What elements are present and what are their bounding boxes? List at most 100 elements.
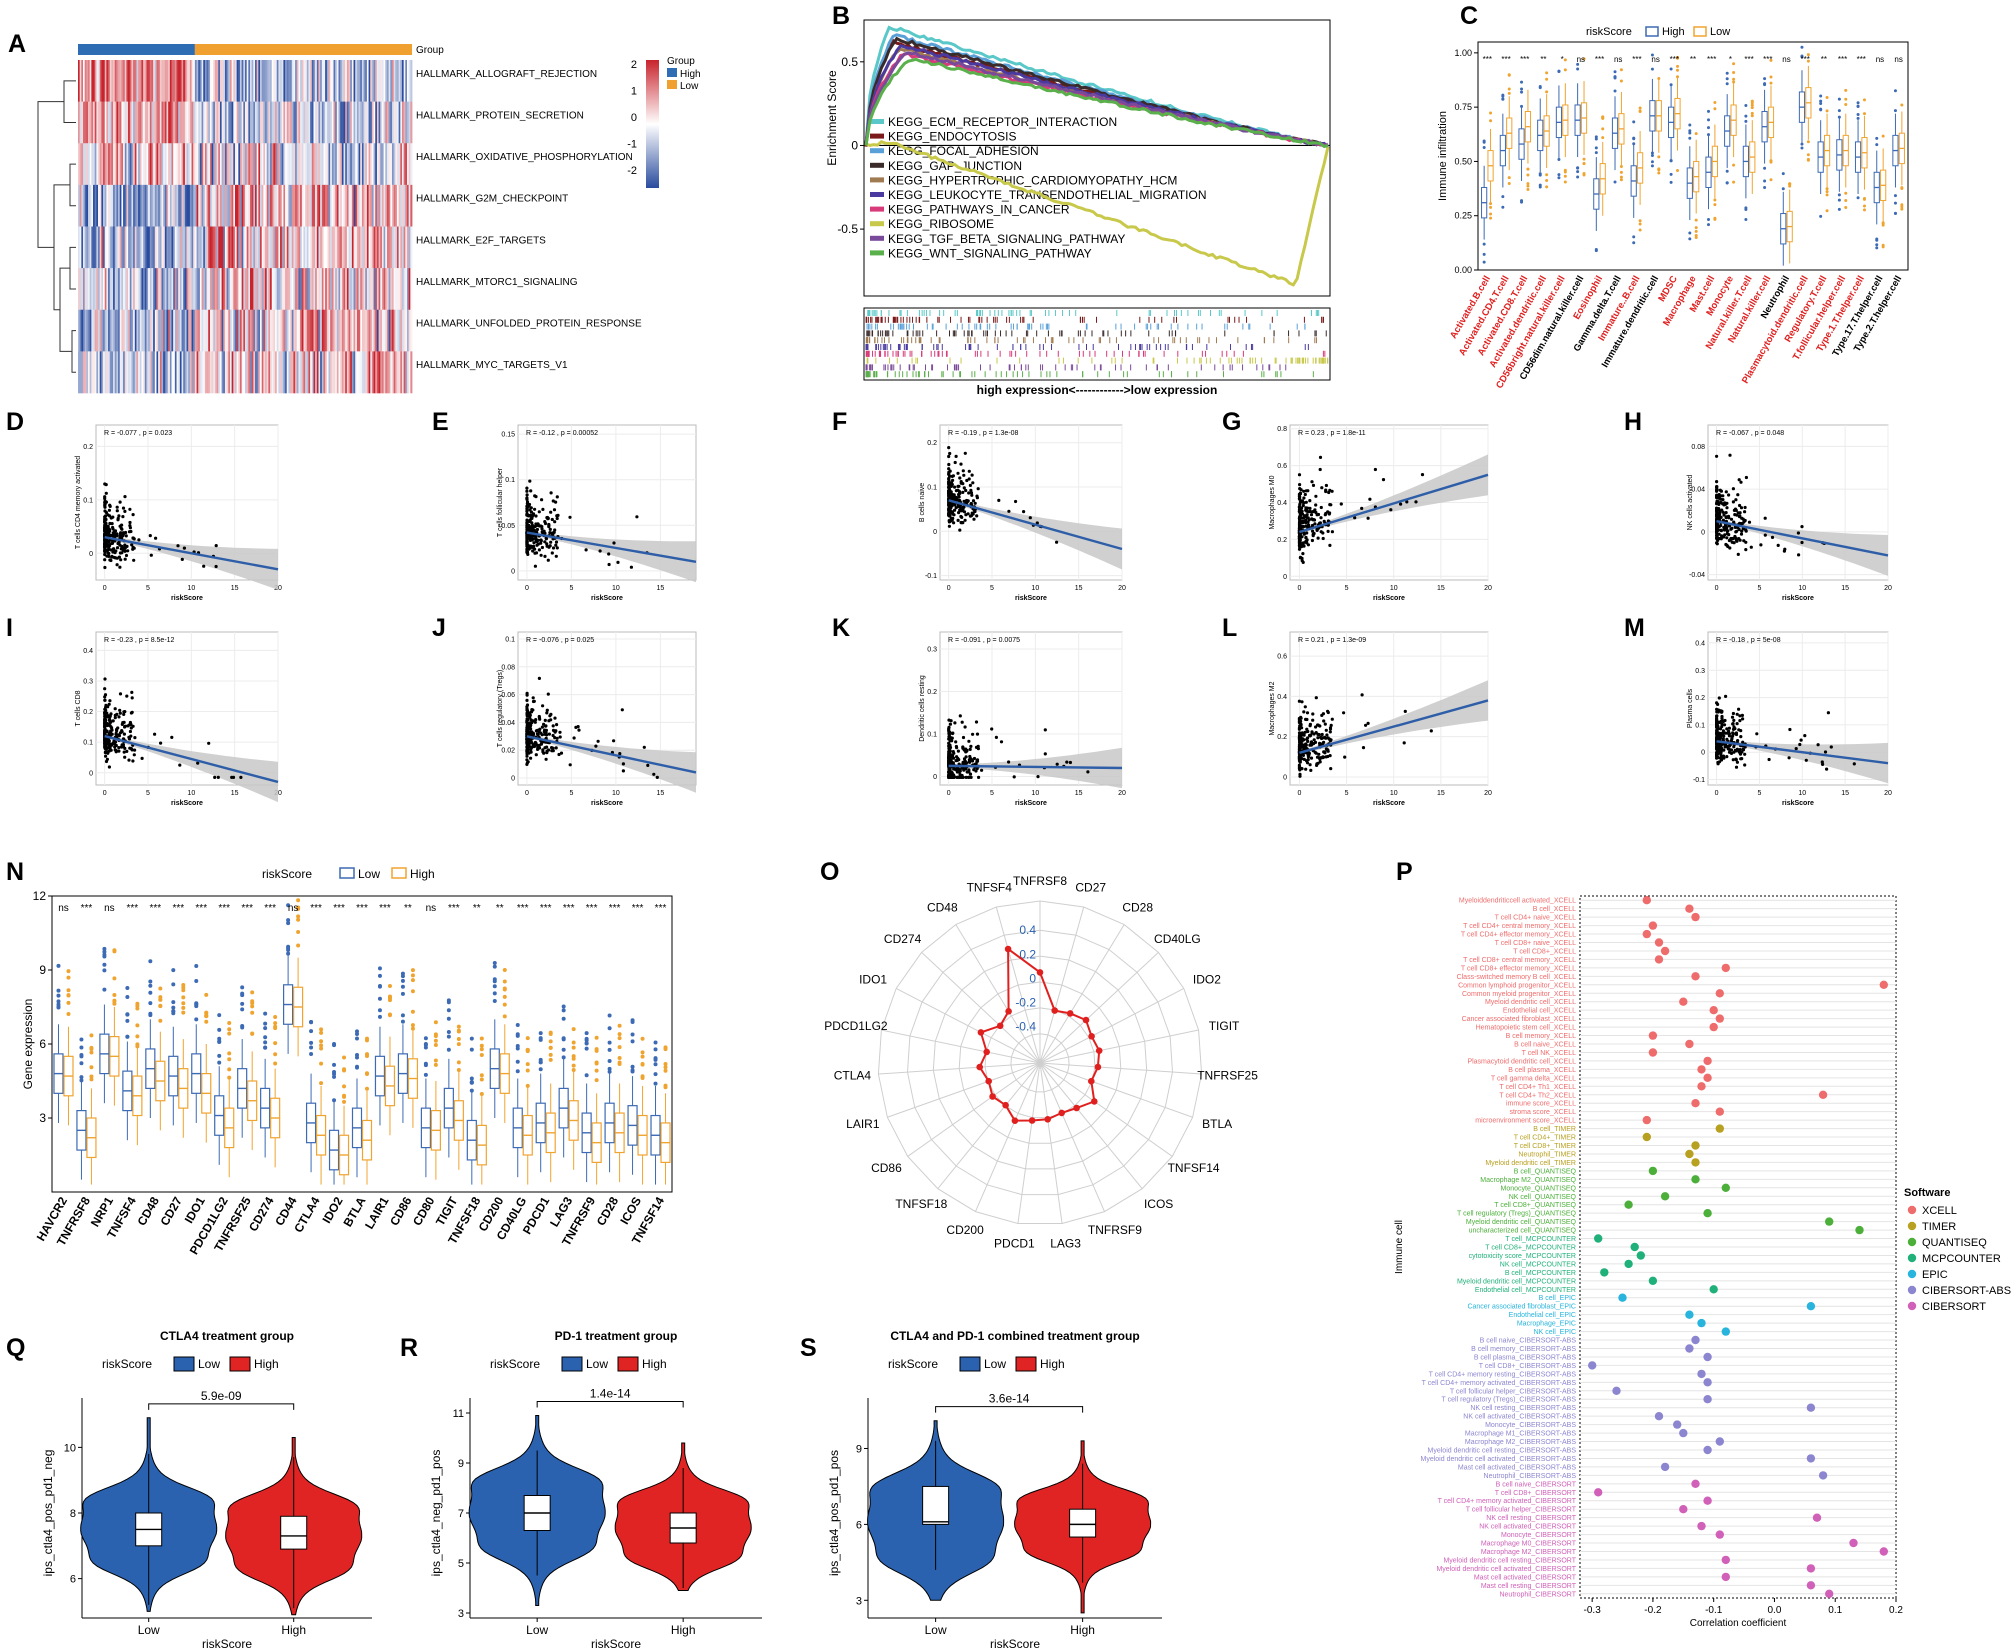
heat-cell — [386, 60, 390, 102]
heat-cell — [373, 101, 376, 144]
heat-cell — [311, 309, 314, 352]
heat-cell — [149, 60, 152, 102]
scatter-point — [1749, 545, 1753, 549]
heat-cell — [323, 101, 326, 144]
scatter-point — [545, 711, 549, 715]
heat-cell — [163, 101, 166, 144]
confidence-band — [526, 530, 696, 583]
heat-cell — [214, 143, 218, 186]
heat-cell — [380, 60, 383, 102]
heat-cell — [353, 309, 356, 352]
scatter-point — [550, 551, 554, 555]
heat-cell — [346, 60, 349, 102]
y-tick-label: 0.2 — [83, 444, 93, 451]
heat-cell — [266, 268, 269, 311]
heat-cell — [321, 60, 324, 102]
scatter-point — [596, 739, 600, 743]
scatter-point — [950, 474, 954, 478]
heat-cell — [136, 309, 139, 352]
heat-cell — [338, 309, 341, 352]
heat-cell — [341, 143, 344, 186]
heat-cell — [336, 268, 339, 311]
scatter-point — [104, 483, 108, 487]
heat-cell — [261, 309, 264, 352]
heat-cell — [231, 268, 234, 311]
heat-cell — [303, 351, 306, 394]
heat-cell — [176, 309, 179, 352]
heat-cell — [103, 309, 106, 352]
heat-cell — [139, 226, 142, 269]
heat-cell — [81, 60, 84, 102]
heat-cell — [256, 268, 259, 311]
heat-cell — [186, 309, 189, 352]
heat-cell — [340, 60, 343, 102]
heat-cell — [238, 184, 241, 227]
heat-cell — [391, 268, 395, 311]
heat-row-label: HALLMARK_PROTEIN_SECRETION — [416, 110, 584, 121]
heat-cell — [316, 226, 319, 269]
heat-cell — [330, 226, 333, 269]
confidence-band — [104, 734, 278, 803]
heat-cell — [335, 101, 338, 144]
heat-cell — [325, 309, 328, 352]
heat-cell — [296, 101, 299, 144]
heat-cell — [133, 268, 136, 311]
scatter-point — [957, 510, 961, 515]
gsea-series-line — [864, 51, 1329, 148]
box-outlier — [1881, 243, 1885, 247]
scatter-point — [539, 553, 543, 557]
heat-cell — [224, 101, 228, 144]
scatter-point — [949, 719, 953, 723]
scatter-point — [528, 479, 532, 483]
heat-cell — [388, 60, 391, 102]
heat-cell — [78, 268, 81, 311]
box-outlier — [1638, 222, 1642, 226]
scatter-point — [971, 499, 976, 503]
heat-cell — [286, 268, 289, 311]
scatter-point — [1055, 762, 1059, 766]
heat-cell — [98, 143, 101, 186]
heat-cell — [405, 309, 408, 352]
heat-row-label: HALLMARK_G2M_CHECKPOINT — [416, 194, 568, 205]
heat-cell — [128, 101, 131, 144]
heat-cell — [243, 101, 246, 144]
gsea-legend-label: KEGG_LEUKOCYTE_TRANSENDOTHELIAL_MIGRATIO… — [888, 188, 1207, 202]
heat-cell — [330, 268, 333, 311]
heat-cell — [361, 309, 364, 352]
scatter-point — [529, 510, 534, 514]
scatter-point — [971, 481, 975, 485]
heat-cell — [378, 268, 381, 311]
scatter-point — [968, 747, 972, 752]
box-outlier — [1482, 145, 1486, 149]
heat-cell — [144, 351, 147, 394]
heat-cell — [108, 226, 111, 269]
heat-cell — [263, 143, 266, 186]
heat-cell — [396, 184, 400, 227]
scatter-point — [214, 544, 218, 548]
scatter-point — [1743, 510, 1747, 514]
heat-cell — [174, 143, 177, 186]
heat-cell — [116, 309, 119, 352]
heat-cell — [290, 60, 293, 102]
scatter-point — [1300, 506, 1304, 510]
box-outlier — [1819, 214, 1823, 218]
heat-cell — [298, 184, 301, 227]
heat-cell — [350, 226, 353, 269]
heat-cell — [241, 309, 244, 352]
scatter-point — [1324, 483, 1328, 488]
heat-cell — [169, 351, 172, 394]
scatter-point — [1715, 526, 1719, 531]
box-outlier — [1750, 101, 1754, 105]
heat-cell — [223, 268, 226, 311]
heat-cell — [356, 268, 359, 311]
x-tick-label: 5 — [1345, 585, 1349, 592]
heat-cell — [275, 143, 278, 186]
heat-cell — [94, 268, 97, 311]
heat-cell — [355, 184, 358, 227]
scatter-point — [947, 488, 952, 492]
heat-cell — [121, 101, 124, 144]
scatter-point — [948, 451, 952, 456]
scatter-point — [104, 754, 108, 758]
heat-cell — [258, 60, 261, 102]
heat-cell — [144, 60, 147, 102]
